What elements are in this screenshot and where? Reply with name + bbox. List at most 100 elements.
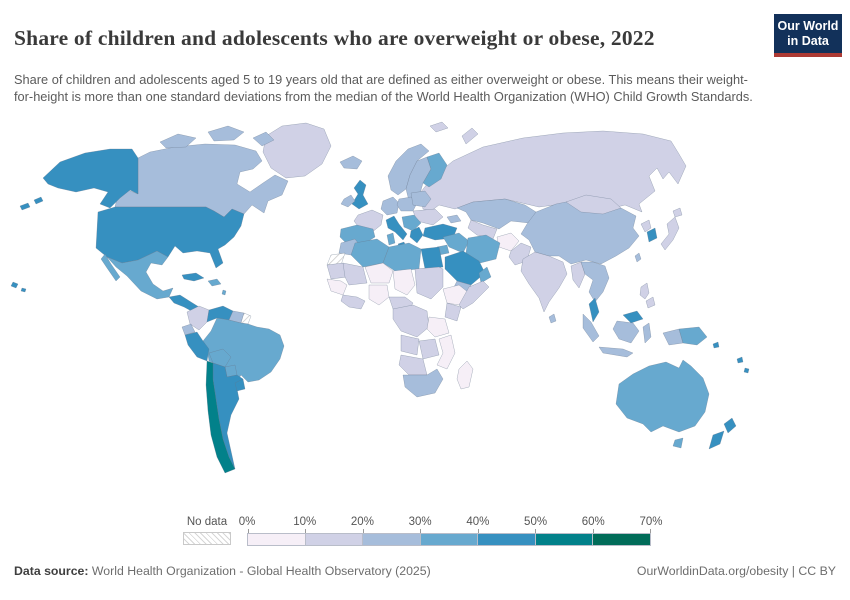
island-svalbard[interactable] xyxy=(429,121,449,133)
world-map-svg xyxy=(10,121,750,474)
legend-no-data-label: No data xyxy=(186,516,228,528)
region-zambia-zimbabwe[interactable] xyxy=(418,338,440,360)
country-libya[interactable] xyxy=(382,242,422,272)
island-sulawesi[interactable] xyxy=(642,322,652,344)
country-japan[interactable] xyxy=(660,207,683,251)
country-oman[interactable] xyxy=(478,266,492,284)
legend-bin-2[interactable] xyxy=(362,534,420,545)
country-greece[interactable] xyxy=(409,226,424,244)
region-kenya-uganda[interactable] xyxy=(444,302,462,322)
region-iraq-syria[interactable] xyxy=(442,232,470,254)
country-papua-new-guinea[interactable] xyxy=(678,326,708,346)
country-greenland[interactable] xyxy=(262,122,332,179)
island-tasmania[interactable] xyxy=(672,437,684,449)
country-india[interactable] xyxy=(520,251,568,313)
chart-subtitle: Share of children and adolescents aged 5… xyxy=(14,71,753,104)
country-sudan[interactable] xyxy=(414,266,444,300)
country-ecuador[interactable] xyxy=(181,323,196,336)
country-canada[interactable] xyxy=(114,143,289,218)
legend-tick-1: 10% xyxy=(293,516,317,528)
island-sumatra[interactable] xyxy=(582,313,600,343)
region-pacific-islands[interactable] xyxy=(712,341,750,374)
country-russia[interactable] xyxy=(419,130,687,213)
country-tunisia[interactable] xyxy=(386,232,396,246)
country-south-korea[interactable] xyxy=(646,227,658,243)
owid-url-license-link[interactable]: OurWorldinData.org/obesity | CC BY xyxy=(636,564,836,578)
region-baltics-belarus[interactable] xyxy=(410,190,432,208)
country-mozambique[interactable] xyxy=(436,334,456,370)
region-thailand-vietnam[interactable] xyxy=(580,261,610,303)
country-nigeria[interactable] xyxy=(368,284,390,306)
country-taiwan[interactable] xyxy=(634,252,642,263)
region-caucasus[interactable] xyxy=(446,214,462,224)
state-hawaii[interactable] xyxy=(10,281,27,293)
country-germany[interactable] xyxy=(380,196,400,216)
country-philippines[interactable] xyxy=(639,282,656,309)
country-uruguay[interactable] xyxy=(234,378,246,392)
legend-bin-1[interactable] xyxy=(304,534,363,545)
country-norway[interactable] xyxy=(387,143,430,196)
country-new-zealand[interactable] xyxy=(708,417,737,450)
country-finland[interactable] xyxy=(422,152,448,188)
country-somalia[interactable] xyxy=(458,280,490,310)
country-peru[interactable] xyxy=(184,331,210,362)
country-madagascar[interactable] xyxy=(456,360,474,390)
region-ghana-ivory-coast[interactable] xyxy=(340,294,366,310)
country-mali[interactable] xyxy=(342,262,368,286)
region-senegal-guinea[interactable] xyxy=(326,278,348,296)
data-source-text: World Health Organization - Global Healt… xyxy=(88,564,431,578)
state-alaska[interactable] xyxy=(42,148,139,209)
legend-tick-5: 50% xyxy=(524,516,548,528)
island-novaya-zemlya[interactable] xyxy=(461,127,479,145)
country-chile[interactable] xyxy=(205,360,236,474)
lesser-antilles[interactable] xyxy=(221,289,227,296)
owid-logo: Our World in Data xyxy=(774,14,842,57)
legend-bin-6[interactable] xyxy=(592,534,651,545)
country-north-korea[interactable] xyxy=(640,219,652,233)
legend-bin-4[interactable] xyxy=(477,534,535,545)
country-niger[interactable] xyxy=(364,262,394,284)
legend-tick-mark xyxy=(420,529,422,533)
island-hispaniola[interactable] xyxy=(207,278,222,287)
country-australia[interactable] xyxy=(615,359,710,433)
country-mongolia[interactable] xyxy=(565,194,622,215)
country-united-kingdom[interactable] xyxy=(351,179,369,210)
country-malaysia-peninsula[interactable] xyxy=(588,297,600,323)
country-sri-lanka[interactable] xyxy=(548,313,557,324)
country-malaysia-borneo[interactable] xyxy=(622,310,644,324)
country-bolivia[interactable] xyxy=(208,348,232,368)
legend-tick-6: 60% xyxy=(581,516,605,528)
legend-tick-mark xyxy=(248,529,249,533)
legend-no-data-swatch[interactable] xyxy=(183,532,231,545)
page-title: Share of children and adolescents who ar… xyxy=(14,26,655,51)
alaska-aleutians[interactable] xyxy=(19,196,44,211)
country-usa[interactable] xyxy=(95,206,245,269)
legend-bin-5[interactable] xyxy=(534,534,593,545)
country-kazakhstan[interactable] xyxy=(456,198,537,230)
country-cuba[interactable] xyxy=(181,272,205,282)
country-saudi-arabia[interactable] xyxy=(444,250,486,286)
island-java[interactable] xyxy=(598,346,634,358)
country-iceland[interactable] xyxy=(339,155,363,170)
country-mexico[interactable] xyxy=(100,250,174,300)
legend-tick-3: 30% xyxy=(408,516,432,528)
canada-arctic-island-1[interactable] xyxy=(159,133,197,149)
country-chad[interactable] xyxy=(392,268,416,296)
country-south-africa[interactable] xyxy=(402,368,444,398)
country-tanzania[interactable] xyxy=(426,316,450,338)
country-angola[interactable] xyxy=(400,334,420,356)
country-egypt[interactable] xyxy=(420,246,444,270)
legend-tick-mark xyxy=(535,529,537,533)
legend-tick-mark xyxy=(650,529,651,533)
legend-color-scale: 0% 10% 20% 30% 40% 50% 60% 70% xyxy=(239,516,663,546)
country-ireland[interactable] xyxy=(340,194,356,208)
country-myanmar[interactable] xyxy=(570,261,586,289)
legend-bin-0[interactable] xyxy=(248,534,305,545)
canada-arctic-island-3[interactable] xyxy=(252,131,275,147)
legend-bin-3[interactable] xyxy=(419,534,478,545)
island-borneo[interactable] xyxy=(612,320,640,344)
region-balkans[interactable] xyxy=(401,214,422,232)
country-drc[interactable] xyxy=(392,304,430,338)
canada-arctic-island-2[interactable] xyxy=(207,125,245,142)
legend-tick-labels: 0% 10% 20% 30% 40% 50% 60% 70% xyxy=(239,516,663,533)
